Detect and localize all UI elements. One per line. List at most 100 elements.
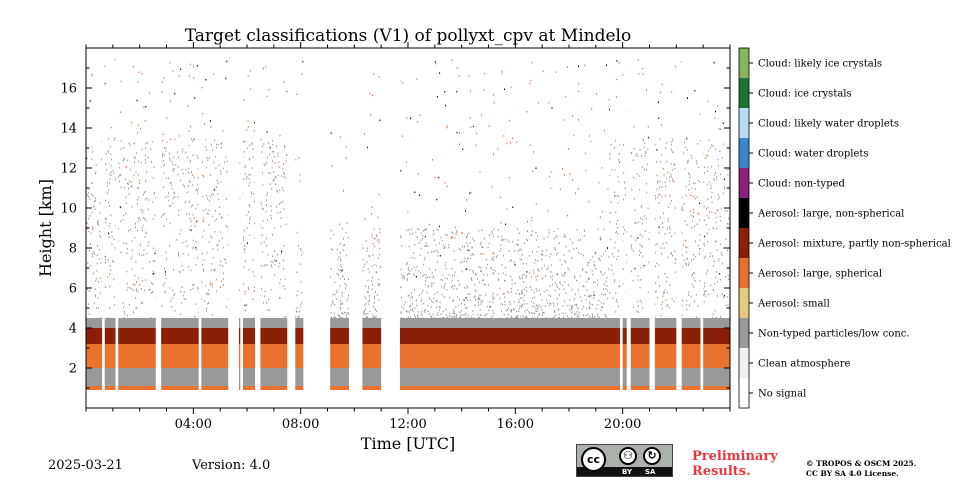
texture-speck-grey bbox=[523, 281, 525, 283]
texture-speck-grey bbox=[271, 188, 273, 190]
texture-speck-grey bbox=[715, 316, 717, 319]
texture-speck-grey bbox=[666, 177, 668, 180]
texture-speck-aerosol bbox=[638, 72, 640, 75]
texture-speck-grey bbox=[105, 221, 107, 224]
y-tick-label: 12 bbox=[60, 162, 77, 177]
texture-speck-aerosol bbox=[107, 276, 109, 278]
texture-speck-grey bbox=[344, 244, 346, 246]
texture-speck-grey bbox=[221, 216, 223, 218]
texture-speck-grey bbox=[330, 304, 332, 307]
texture-speck-grey bbox=[197, 176, 199, 179]
texture-speck-grey bbox=[440, 313, 442, 315]
texture-speck-grey bbox=[177, 173, 179, 176]
texture-speck-grey bbox=[296, 231, 298, 234]
texture-speck-grey bbox=[464, 304, 466, 306]
texture-speck-grey bbox=[266, 264, 268, 266]
texture-speck-grey bbox=[127, 286, 129, 289]
texture-speck-aerosol bbox=[661, 124, 663, 126]
texture-speck-grey bbox=[439, 309, 441, 311]
texture-speck-grey bbox=[278, 203, 280, 205]
texture-speck-grey bbox=[367, 291, 369, 293]
texture-speck-grey bbox=[436, 250, 438, 252]
texture-speck-grey bbox=[285, 223, 287, 226]
texture-speck-grey bbox=[185, 151, 187, 154]
texture-speck-aerosol bbox=[598, 181, 600, 184]
texture-speck-grey bbox=[600, 293, 602, 295]
texture-speck-grey bbox=[379, 283, 381, 286]
texture-speck-grey bbox=[699, 234, 701, 236]
texture-speck-aerosol bbox=[482, 246, 484, 248]
texture-speck-aerosol bbox=[491, 186, 493, 188]
preliminary-notice: Preliminary Results. bbox=[692, 449, 778, 479]
texture-speck-grey bbox=[409, 316, 411, 318]
texture-speck-grey bbox=[500, 244, 502, 247]
texture-speck-grey bbox=[343, 311, 345, 314]
texture-speck-grey bbox=[128, 304, 130, 306]
texture-speck-grey bbox=[119, 173, 121, 176]
texture-speck-grey bbox=[296, 271, 298, 274]
data-gap-column bbox=[676, 48, 682, 408]
texture-speck-grey bbox=[406, 263, 408, 266]
texture-speck-aerosol bbox=[274, 162, 276, 164]
texture-speck-aerosol bbox=[452, 236, 454, 238]
texture-speck-aerosol bbox=[558, 242, 560, 244]
texture-speck-grey bbox=[502, 239, 504, 241]
texture-speck-grey bbox=[487, 305, 489, 308]
texture-speck-grey bbox=[630, 270, 632, 273]
texture-speck-grey bbox=[667, 206, 669, 209]
texture-speck-grey bbox=[512, 240, 514, 243]
texture-speck-grey bbox=[433, 316, 435, 319]
texture-speck-grey bbox=[552, 275, 554, 277]
texture-speck-grey bbox=[461, 270, 463, 273]
texture-speck-grey bbox=[609, 212, 611, 214]
chart-title: Target classifications (V1) of pollyxt_c… bbox=[185, 26, 631, 46]
texture-speck-grey bbox=[504, 266, 506, 269]
texture-speck-aerosol bbox=[340, 269, 342, 272]
texture-speck-aerosol bbox=[416, 120, 418, 123]
texture-speck-aerosol bbox=[339, 306, 341, 309]
texture-speck-grey bbox=[248, 184, 250, 187]
texture-speck-grey bbox=[581, 308, 583, 310]
texture-speck-grey bbox=[122, 302, 124, 304]
texture-speck-aerosol bbox=[301, 73, 303, 76]
data-gap-column bbox=[348, 48, 363, 408]
texture-speck-grey bbox=[451, 316, 453, 318]
texture-speck-grey bbox=[368, 254, 370, 257]
texture-speck-grey bbox=[712, 313, 714, 315]
texture-speck-grey bbox=[239, 289, 241, 292]
texture-speck-grey bbox=[500, 303, 502, 305]
texture-speck-aerosol bbox=[637, 237, 639, 239]
texture-speck-aerosol bbox=[190, 125, 191, 128]
texture-speck-aerosol bbox=[275, 260, 277, 262]
texture-speck-aerosol bbox=[685, 185, 687, 188]
texture-speck-grey bbox=[342, 269, 344, 271]
texture-speck-grey bbox=[541, 314, 543, 317]
texture-speck-grey bbox=[480, 314, 482, 317]
texture-speck-grey bbox=[508, 250, 510, 252]
texture-speck-grey bbox=[206, 251, 208, 254]
texture-speck-aerosol bbox=[189, 160, 191, 163]
texture-speck-grey bbox=[190, 205, 192, 208]
texture-speck-grey bbox=[109, 265, 111, 267]
cc-license-badge[interactable]: cc ⚇ ↻ BY SA bbox=[576, 444, 673, 477]
texture-speck-aerosol bbox=[152, 247, 154, 250]
cc-logo-icon: cc bbox=[581, 447, 606, 472]
texture-speck-grey bbox=[689, 183, 690, 186]
texture-speck-grey bbox=[654, 315, 656, 318]
texture-speck-aerosol bbox=[530, 275, 532, 278]
texture-speck-grey bbox=[332, 249, 334, 251]
texture-speck-grey bbox=[589, 303, 591, 305]
texture-speck-grey bbox=[126, 270, 128, 273]
texture-speck-grey bbox=[279, 262, 281, 265]
texture-speck-aerosol bbox=[672, 178, 674, 180]
texture-speck-grey bbox=[412, 310, 414, 312]
texture-speck-grey bbox=[470, 254, 472, 257]
texture-speck-grey bbox=[155, 249, 157, 252]
texture-speck-grey bbox=[610, 144, 612, 146]
texture-speck-grey bbox=[669, 202, 671, 205]
texture-speck-grey bbox=[278, 161, 280, 163]
texture-speck-grey bbox=[694, 280, 696, 282]
texture-speck-grey bbox=[148, 199, 150, 201]
texture-speck-aerosol bbox=[642, 67, 644, 70]
texture-speck-grey bbox=[475, 290, 477, 293]
